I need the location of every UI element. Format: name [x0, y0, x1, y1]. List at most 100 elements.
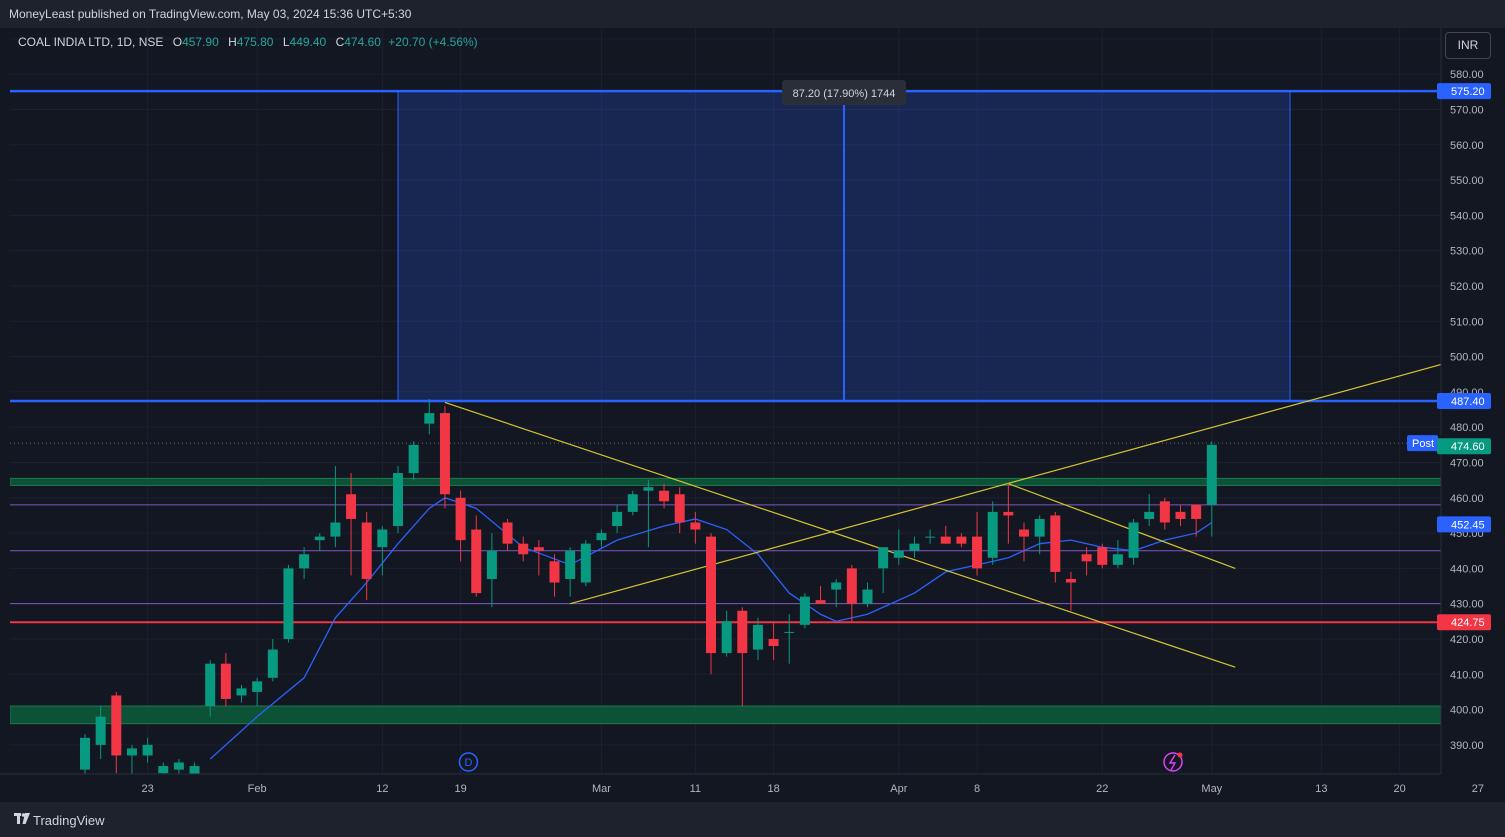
time-tick-label: 12	[376, 783, 388, 795]
candle-body	[1112, 554, 1123, 565]
legend-open: 457.90	[182, 35, 219, 49]
candle	[205, 660, 216, 717]
candle-body	[361, 522, 372, 579]
candle	[596, 529, 607, 548]
candle	[361, 511, 372, 601]
candle-body	[893, 550, 904, 558]
price-label-text: 474.60	[1451, 441, 1485, 453]
candle	[1206, 441, 1217, 537]
candle	[158, 762, 169, 774]
candle-body	[549, 561, 560, 583]
candle-body	[956, 536, 967, 544]
price-label-bg	[1437, 614, 1491, 631]
measure-label-bg	[782, 80, 907, 105]
candle-body	[831, 582, 842, 590]
candle	[189, 762, 200, 774]
time-tick-label: 20	[1393, 783, 1405, 795]
candle-body	[424, 413, 435, 424]
time-tick-label: May	[1201, 783, 1222, 795]
currency-button[interactable]: INR	[1445, 32, 1491, 59]
candle-body	[846, 568, 857, 604]
candle	[940, 526, 951, 544]
price-tick-label: 470.00	[1450, 457, 1484, 469]
candle-body	[1159, 501, 1170, 523]
time-tick-label: 13	[1315, 783, 1327, 795]
candle	[1019, 522, 1029, 562]
candle	[283, 564, 294, 643]
time-tick-label: 23	[141, 783, 153, 795]
candle-body	[612, 511, 623, 527]
price-tick-label: 400.00	[1450, 705, 1484, 717]
candle-body	[486, 550, 497, 579]
candle-body	[252, 681, 263, 692]
trendline	[1008, 483, 1236, 569]
price-label: 575.20	[1437, 83, 1491, 100]
candle	[565, 547, 576, 597]
candle	[690, 511, 701, 544]
candle	[706, 533, 716, 675]
candle	[377, 526, 388, 576]
candle-body	[878, 547, 889, 569]
candle	[80, 734, 90, 774]
candle-body	[565, 550, 576, 579]
time-tick-label: Apr	[890, 783, 907, 795]
measure-label: 87.20 (17.90%) 1744	[782, 80, 907, 105]
candle	[674, 487, 685, 534]
candle	[580, 540, 591, 587]
moving-average-line	[209, 497, 1213, 760]
candle-body	[862, 589, 873, 604]
candle	[518, 536, 529, 562]
candle	[267, 638, 278, 682]
candle	[173, 759, 184, 774]
candle-body	[580, 543, 591, 583]
candle-body	[815, 600, 826, 604]
candle-body	[236, 688, 247, 696]
candle	[1159, 497, 1170, 530]
candle-body	[1003, 511, 1014, 516]
price-tick-label: 460.00	[1450, 493, 1484, 505]
tradingview-logo-icon	[14, 813, 30, 824]
candle-body	[267, 649, 278, 678]
candle	[142, 737, 153, 763]
candle	[439, 406, 450, 509]
candle	[408, 441, 419, 481]
candlestick-chart[interactable]: D 87.20 (17.90%) 1744 390.00 400.00 410.00 42…	[0, 28, 1505, 802]
legend-close-key: C	[335, 35, 345, 49]
price-tick-label: 550.00	[1450, 175, 1484, 187]
candle-body	[502, 522, 513, 544]
candle	[471, 515, 482, 597]
price-tick-label: 390.00	[1450, 740, 1484, 752]
candle	[799, 593, 810, 629]
candle-body	[1128, 522, 1139, 558]
price-tick-label: 530.00	[1450, 246, 1484, 258]
price-tick-label: 510.00	[1450, 316, 1484, 328]
candle	[502, 518, 513, 551]
candle-body	[925, 536, 936, 538]
candle	[1191, 504, 1202, 537]
candle	[252, 677, 263, 707]
candle-body	[674, 494, 685, 523]
candle	[1144, 494, 1155, 527]
candle-body	[189, 766, 200, 774]
candle-body	[142, 744, 153, 756]
candle-body	[690, 522, 701, 530]
candle-body	[283, 568, 294, 639]
candle-body	[533, 547, 544, 551]
time-tick-label: 22	[1096, 783, 1108, 795]
time-axis: 23 Feb 12 19 Mar 11 18 Apr 8 22 May 13 20 27	[0, 773, 1484, 795]
candle-body	[126, 748, 137, 756]
candle-body	[1034, 518, 1045, 537]
candle	[126, 744, 137, 774]
price-label: 487.40	[1437, 393, 1491, 410]
chart-pane[interactable]	[0, 28, 1505, 802]
dividend-marker-circle	[458, 752, 479, 772]
candle-body	[909, 543, 920, 551]
candle	[831, 578, 842, 608]
legend-high-key: H	[228, 35, 237, 49]
legend-change: +20.70 (+4.56%)	[388, 35, 478, 49]
price-label: 474.60	[1437, 438, 1491, 455]
candle-body	[1065, 578, 1076, 583]
candle-body	[1019, 529, 1029, 537]
publisher-bar: MoneyLeast published on TradingView.com,…	[0, 0, 1505, 28]
symbol-legend: COAL INDIA LTD, 1D, NSE O457.90 H475.80 …	[18, 35, 478, 49]
